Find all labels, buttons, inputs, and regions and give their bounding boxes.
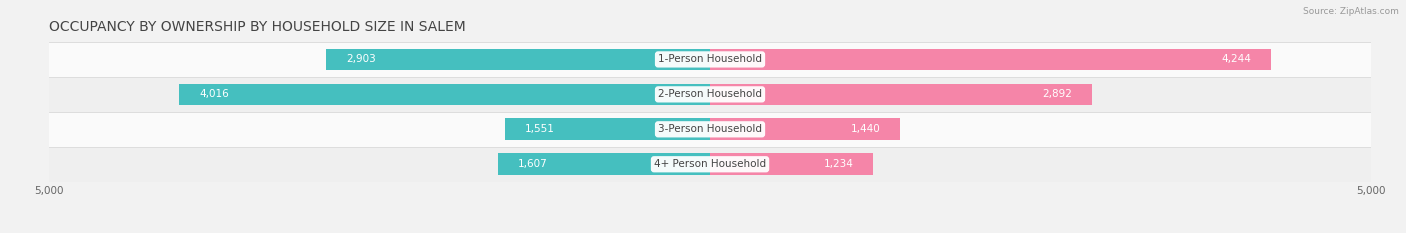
Text: OCCUPANCY BY OWNERSHIP BY HOUSEHOLD SIZE IN SALEM: OCCUPANCY BY OWNERSHIP BY HOUSEHOLD SIZE… (49, 20, 465, 34)
Text: 1,234: 1,234 (824, 159, 853, 169)
Bar (710, 154, 873, 175)
Bar (710, 84, 1092, 105)
Bar (49, 112, 1371, 147)
Bar (326, 49, 710, 70)
Text: 1,551: 1,551 (524, 124, 555, 134)
Text: 1-Person Household: 1-Person Household (658, 55, 762, 64)
Bar (498, 154, 710, 175)
Text: 1,440: 1,440 (851, 124, 880, 134)
Bar (710, 118, 900, 140)
Bar (49, 147, 1371, 182)
Bar (179, 84, 710, 105)
Bar (505, 118, 710, 140)
Text: 3-Person Household: 3-Person Household (658, 124, 762, 134)
Text: 2,892: 2,892 (1042, 89, 1073, 99)
Text: 2,903: 2,903 (346, 55, 375, 64)
Text: 1,607: 1,607 (517, 159, 547, 169)
Text: 4,016: 4,016 (200, 89, 229, 99)
Bar (710, 49, 1271, 70)
Text: 4+ Person Household: 4+ Person Household (654, 159, 766, 169)
Text: 2-Person Household: 2-Person Household (658, 89, 762, 99)
Bar (49, 77, 1371, 112)
Text: 4,244: 4,244 (1222, 55, 1251, 64)
Text: Source: ZipAtlas.com: Source: ZipAtlas.com (1303, 7, 1399, 16)
Bar (49, 42, 1371, 77)
